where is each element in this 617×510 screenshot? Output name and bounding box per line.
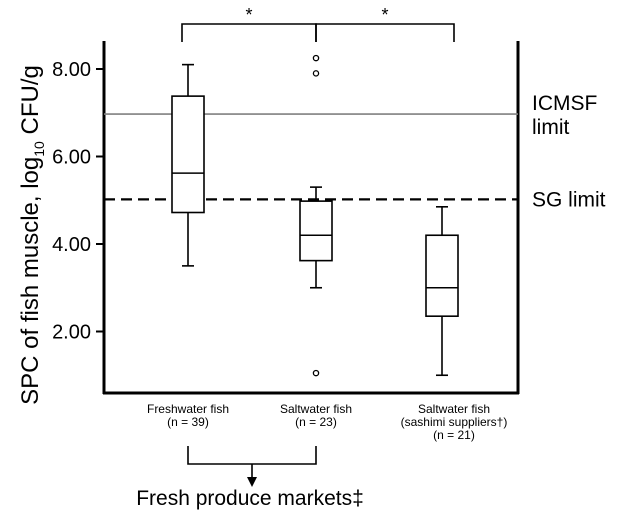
- category-labels: Freshwater fish(n = 39)Saltwater fish(n …: [147, 402, 507, 442]
- x-category-label: (n = 39): [167, 415, 209, 429]
- significance-bracket: [315, 23, 455, 42]
- box-iqr: [299, 200, 333, 262]
- x-category-label: (n = 23): [295, 415, 337, 429]
- box-group: [299, 54, 333, 377]
- significance-asterisk: *: [245, 5, 252, 25]
- outlier-point: [312, 70, 320, 77]
- box-group: [425, 206, 459, 377]
- x-category-label: Saltwater fish: [418, 402, 490, 416]
- y-axis-label: SPC of fish muscle, log10 CFU/g: [17, 65, 47, 405]
- y-tick-label: 2.00: [52, 322, 91, 344]
- y-tick-label: 8.00: [52, 59, 91, 81]
- boxes: [171, 54, 459, 377]
- y-tick-label: 6.00: [52, 147, 91, 169]
- outlier-point: [312, 369, 320, 377]
- group-bracket-label: Fresh produce markets‡: [136, 487, 364, 510]
- significance-bracket: [181, 23, 317, 42]
- reference-line-label: limit: [532, 116, 569, 139]
- significance-asterisk: *: [381, 5, 388, 25]
- box-iqr: [425, 234, 459, 317]
- y-axis-label-unit: CFU/g: [17, 65, 44, 141]
- y-tick-label: 4.00: [52, 234, 91, 256]
- box-iqr: [171, 95, 205, 214]
- y-axis-label-main: SPC of fish muscle, log: [17, 157, 44, 405]
- group-bracket-arrowhead: [247, 477, 257, 487]
- x-category-label: Freshwater fish: [147, 402, 229, 416]
- x-category-label: (sashimi suppliers†): [401, 415, 508, 429]
- y-axis-label-subscript: 10: [31, 141, 47, 157]
- outlier-point: [312, 54, 320, 62]
- group-bracket-line: [187, 446, 317, 465]
- reference-line-label: ICMSF: [532, 92, 597, 115]
- reference-line-label: SG limit: [532, 188, 606, 211]
- group-bracket: Fresh produce markets‡: [136, 446, 364, 510]
- x-category-label: Saltwater fish: [280, 402, 352, 416]
- significance-brackets: * *: [181, 5, 455, 42]
- y-ticks: 2.00 4.00 6.00 8.00: [52, 59, 104, 344]
- x-category-label: (n = 21): [433, 428, 475, 442]
- box-group: [171, 63, 205, 267]
